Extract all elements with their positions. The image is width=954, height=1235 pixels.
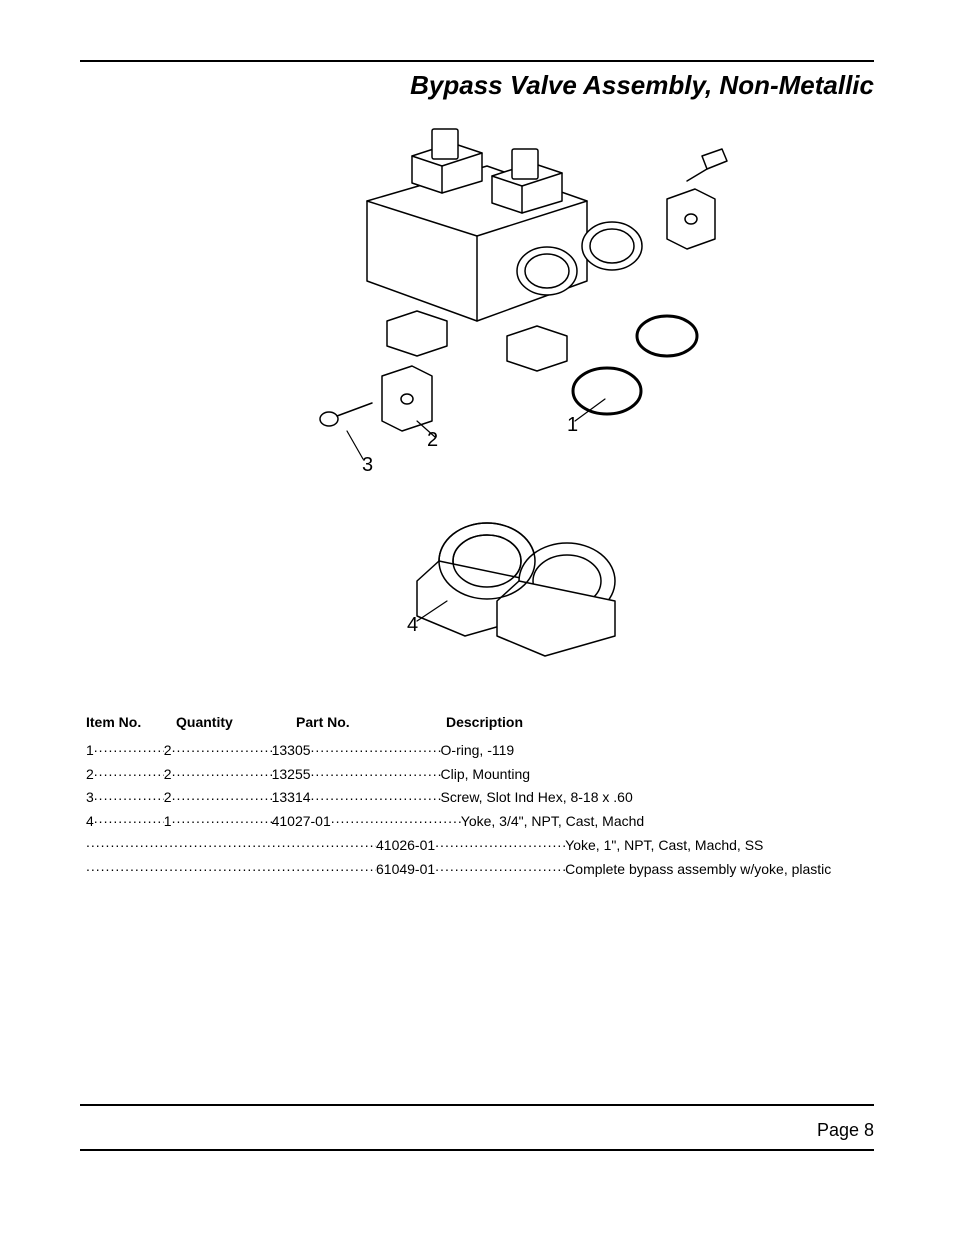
- cell-desc: Yoke, 3/4", NPT, Cast, Machd: [461, 810, 644, 834]
- callout-label: 3: [362, 454, 373, 476]
- cell-part: 13305: [272, 739, 311, 763]
- cell-part: 41026-01: [376, 834, 435, 858]
- table-row: 4 1 41027-01 Yoke, 3/4", NPT, Cast, Machd: [86, 810, 868, 834]
- cell-item: 1: [86, 739, 94, 763]
- cell-item: 4: [86, 810, 94, 834]
- cell-desc: O-ring, -119: [441, 739, 515, 763]
- cell-desc: Clip, Mounting: [441, 763, 531, 787]
- page-title: Bypass Valve Assembly, Non-Metallic: [80, 70, 874, 101]
- cell-qty: 2: [164, 763, 172, 787]
- cell-part: 41027-01: [272, 810, 331, 834]
- cell-part: 61049-01: [376, 858, 435, 882]
- col-header-qty: Quantity: [176, 711, 296, 735]
- callout-label: 1: [567, 414, 578, 436]
- cell-part: 13314: [272, 786, 311, 810]
- table-row: 41026-01 Yoke, 1", NPT, Cast, Machd, SS: [86, 834, 868, 858]
- cell-qty: 1: [164, 810, 172, 834]
- cell-qty: 2: [164, 739, 172, 763]
- col-header-part: Part No.: [296, 711, 446, 735]
- table-header: Item No. Quantity Part No. Description: [86, 711, 868, 735]
- cell-desc: Complete bypass assembly w/yoke, plastic: [565, 858, 831, 882]
- cell-desc: Yoke, 1", NPT, Cast, Machd, SS: [565, 834, 763, 858]
- cell-part: 13255: [272, 763, 311, 787]
- top-rule: [80, 60, 874, 62]
- cell-item: 2: [86, 763, 94, 787]
- cell-item: 3: [86, 786, 94, 810]
- table-row: 3 2 13314 Screw, Slot Ind Hex, 8-18 x .60: [86, 786, 868, 810]
- table-row: 1 2 13305 O-ring, -119: [86, 739, 868, 763]
- exploded-diagram: 1 2 3 4: [80, 121, 874, 681]
- table-row: 2 2 13255 Clip, Mounting: [86, 763, 868, 787]
- callout-label: 4: [407, 614, 418, 636]
- cell-qty: 2: [164, 786, 172, 810]
- col-header-desc: Description: [446, 711, 868, 735]
- page-number: Page 8: [80, 1120, 874, 1141]
- footer-rule-bottom: [80, 1149, 874, 1151]
- footer-rule-top: [80, 1104, 874, 1106]
- col-header-item: Item No.: [86, 711, 176, 735]
- callout-label: 2: [427, 429, 438, 451]
- cell-desc: Screw, Slot Ind Hex, 8-18 x .60: [441, 786, 633, 810]
- parts-table: Item No. Quantity Part No. Description 1…: [80, 711, 874, 882]
- table-row: 61049-01 Complete bypass assembly w/yoke,…: [86, 858, 868, 882]
